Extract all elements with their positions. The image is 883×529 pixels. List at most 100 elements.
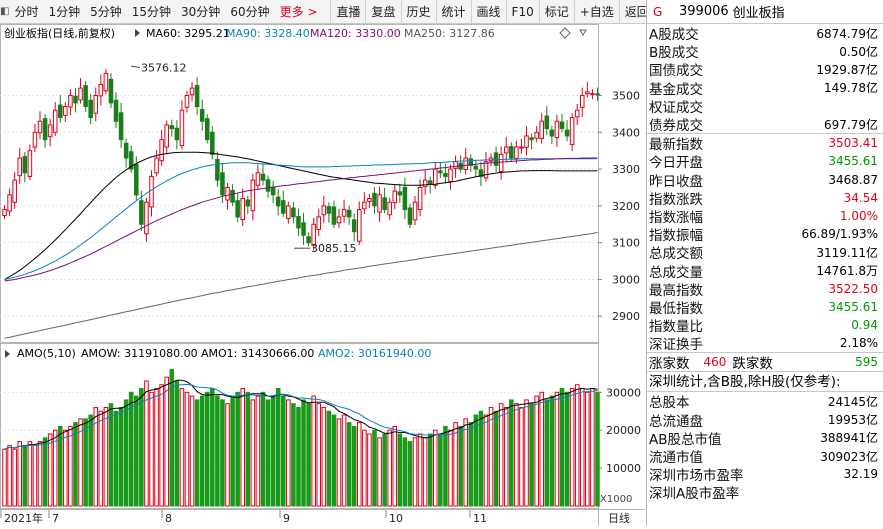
tool-button-1[interactable]: 复盘: [365, 0, 400, 24]
stat-value: 3455.61: [828, 154, 878, 169]
period-tab-3[interactable]: 15分钟: [131, 4, 172, 19]
volume-bar: [189, 395, 195, 507]
y-tick-label: 3400: [612, 126, 640, 139]
tool-button-7[interactable]: +自选: [573, 0, 619, 24]
index-name: 创业板指: [732, 6, 785, 21]
stat-label: 深圳A股市盈率: [649, 486, 740, 503]
stat-value: 3503.41: [828, 136, 878, 151]
candle-body: [265, 179, 271, 192]
volume-bar: [458, 425, 463, 507]
volume-y-tick-label: 20000: [606, 424, 641, 437]
tool-button-3[interactable]: 统计: [435, 0, 471, 24]
tool-button-0[interactable]: 直播: [330, 0, 365, 24]
tool-button-4[interactable]: 画线: [470, 0, 506, 24]
period-tab-1[interactable]: 1分钟: [48, 4, 81, 19]
stat-row: 最高指数 3522.50: [647, 280, 883, 299]
candle-body: [88, 99, 93, 119]
volume-bar: [443, 425, 448, 507]
tool-button-6[interactable]: 标记: [538, 0, 574, 24]
volume-bar: [47, 433, 53, 507]
volume-bar: [544, 399, 550, 507]
volume-bar: [574, 384, 580, 507]
index-quote-section: 最新指数 3503.41 今日开盘 3455.61 昨日收盘 3468.87 指数涨跌 34.…: [647, 133, 883, 353]
volume-bar: [144, 380, 149, 507]
volume-bar: [149, 391, 154, 507]
y-tick-label: 3200: [612, 200, 640, 213]
volume-bar: [128, 391, 134, 507]
candle-body: [564, 129, 570, 137]
candle-body: [220, 172, 225, 196]
candle-body: [595, 93, 600, 96]
volume-bar: [473, 414, 479, 507]
candle-body: [204, 118, 210, 141]
candle-body: [549, 129, 555, 137]
candle-body: [438, 170, 443, 174]
candle-body: [240, 198, 245, 220]
stat-value: 0.94: [851, 318, 878, 333]
low-label: 3085.15: [311, 242, 357, 255]
volume-bar: [402, 437, 408, 507]
candle-body: [139, 200, 144, 225]
kline-chart[interactable]: 3500 3400 3300 3200 3100 3000 2900 30000 20000 10…: [0, 24, 645, 526]
panel-header: G 399006 创业板指: [647, 0, 883, 24]
volume-y-tick-label: 30000: [606, 386, 641, 399]
tool-button-5[interactable]: F10: [505, 0, 539, 24]
candle-body: [585, 91, 590, 95]
y-tick-label: 3300: [612, 163, 640, 176]
stat-label: 昨日收盘: [649, 173, 703, 190]
x-tick-label: 10: [389, 512, 403, 525]
period-tab-0[interactable]: 分时: [14, 4, 39, 19]
volume-bar: [448, 429, 453, 507]
candle-body: [280, 200, 286, 214]
candle-body: [316, 216, 322, 230]
stat-row: 深圳A股市盈率: [647, 483, 883, 503]
volume-bar: [118, 406, 124, 507]
chart-area[interactable]: 3500 3400 3300 3200 3100 3000 2900 30000 20000 10…: [0, 24, 645, 526]
candle-body: [17, 157, 23, 177]
volume-legend: AMOW: 31191080.00: [81, 347, 198, 360]
high-marker: [130, 65, 141, 69]
volume-bar: [73, 422, 78, 507]
stat-label: 流通市值: [649, 450, 703, 467]
stat-value: 66.89/1.93%: [801, 227, 878, 242]
candle-body: [98, 83, 104, 97]
stat-row: 权证成交: [647, 97, 883, 116]
stat-row: 基金成交 149.78亿: [647, 79, 883, 98]
volume-bar: [397, 433, 403, 507]
tool-button-2[interactable]: 历史: [400, 0, 436, 24]
volume-bar: [326, 410, 332, 507]
volume-bar: [93, 406, 99, 507]
tool-button-8[interactable]: 返回: [618, 0, 654, 24]
candle-body: [407, 207, 413, 225]
candle-body: [134, 163, 139, 196]
stat-label: 指数量比: [649, 319, 703, 336]
candle-body: [255, 172, 261, 186]
volume-bar: [220, 399, 225, 507]
volume-bar: [98, 410, 104, 507]
volume-legend: AMO1: 31430666.00: [201, 347, 314, 360]
volume-bar: [17, 441, 23, 507]
volume-bar: [321, 406, 327, 507]
candle-body: [341, 209, 347, 217]
candle-body: [103, 72, 109, 92]
period-tab-2[interactable]: 5分钟: [90, 4, 122, 19]
stat-label: B股成交: [649, 45, 699, 62]
period-tab-5[interactable]: 60分钟: [230, 4, 270, 19]
volume-bar: [280, 395, 286, 507]
index-code: 399006: [679, 4, 729, 19]
period-tab-4[interactable]: 30分钟: [181, 4, 221, 19]
collapse-icon[interactable]: ◧: [0, 6, 10, 17]
period-tab-6[interactable]: 更多 >: [279, 4, 318, 19]
volume-bar: [37, 441, 43, 507]
candle-body: [78, 87, 83, 101]
volume-bar: [417, 433, 423, 507]
market-stats-section: 总股本 24145亿 总流通盘 19953亿 AB股总市值 388941亿 流通市值 3090…: [647, 392, 883, 503]
stat-label: 国债成交: [649, 63, 703, 80]
candle-body: [468, 158, 474, 166]
volume-bar: [362, 429, 367, 507]
volume-bar: [529, 403, 534, 507]
stat-row: 总成交量 14761.8万: [647, 261, 883, 281]
volume-bar: [169, 369, 175, 507]
volume-bar: [291, 403, 296, 507]
stat-label: 指数涨跌: [649, 191, 703, 208]
